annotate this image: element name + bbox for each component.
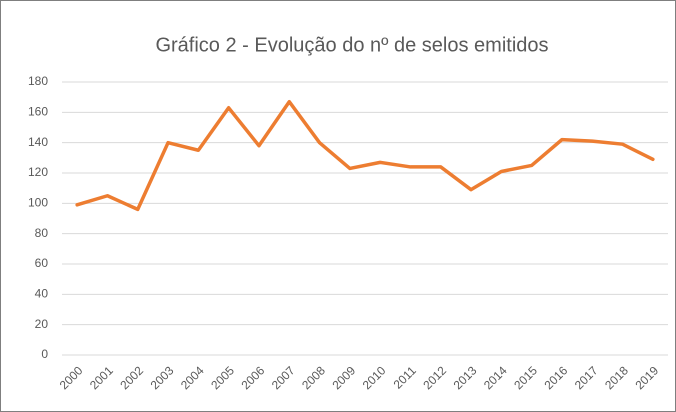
y-tick-label: 60 xyxy=(35,256,49,270)
y-tick-label: 100 xyxy=(28,196,48,210)
y-tick-label: 160 xyxy=(28,105,48,119)
chart-title: Gráfico 2 - Evolução do nº de selos emit… xyxy=(155,34,548,56)
y-tick-label: 20 xyxy=(35,317,49,331)
y-tick-label: 40 xyxy=(35,287,49,301)
y-tick-label: 80 xyxy=(35,226,49,240)
y-tick-label: 0 xyxy=(41,347,48,361)
y-tick-label: 140 xyxy=(28,135,48,149)
y-tick-label: 120 xyxy=(28,165,48,179)
y-tick-label: 180 xyxy=(28,74,48,88)
data-line xyxy=(75,99,655,212)
